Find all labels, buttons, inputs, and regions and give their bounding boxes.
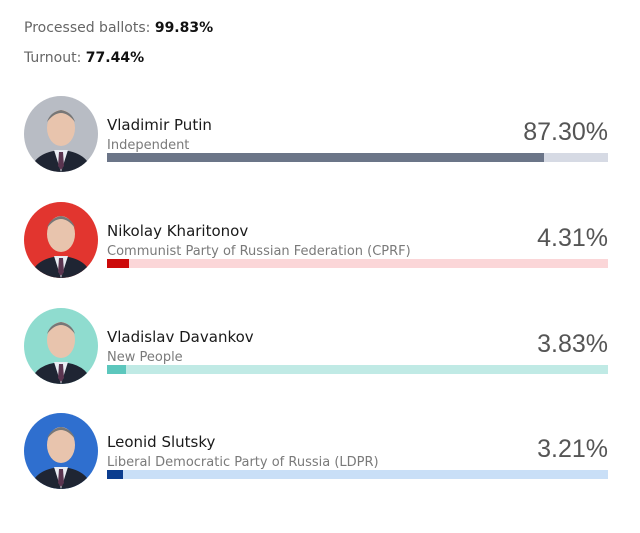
candidate-photo	[24, 202, 98, 278]
candidate-photo	[24, 308, 98, 384]
candidate-name: Vladislav Davankov	[107, 328, 254, 346]
result-bar-track	[107, 153, 608, 162]
person-icon	[30, 427, 92, 489]
person-icon	[30, 322, 92, 384]
candidate-name: Vladimir Putin	[107, 116, 212, 134]
candidate-party: Independent	[107, 138, 190, 153]
candidate-name: Nikolay Kharitonov	[107, 222, 249, 240]
result-bar-track	[107, 365, 608, 374]
result-bar-track	[107, 259, 608, 268]
result-bar-fill	[107, 153, 545, 162]
candidate-photo	[24, 96, 98, 172]
result-bar-track	[107, 470, 608, 479]
processed-ballots-stat: Processed ballots: 99.83%	[24, 20, 213, 36]
candidate-party: Liberal Democratic Party of Russia (LDPR…	[107, 455, 379, 470]
candidate-party: New People	[107, 350, 183, 365]
candidate-row: Leonid Slutsky Liberal Democratic Party …	[0, 413, 640, 533]
processed-ballots-label: Processed ballots:	[24, 20, 151, 36]
turnout-stat: Turnout: 77.44%	[24, 50, 144, 66]
candidate-percent: 4.31%	[537, 224, 608, 252]
candidate-photo	[24, 413, 98, 489]
candidate-percent: 3.21%	[537, 435, 608, 463]
person-icon	[30, 216, 92, 278]
processed-ballots-value: 99.83%	[154, 20, 214, 36]
candidate-row: Nikolay Kharitonov Communist Party of Ru…	[0, 202, 640, 322]
candidate-row: Vladislav Davankov New People 3.83%	[0, 308, 640, 428]
candidate-row: Vladimir Putin Independent 87.30%	[0, 96, 640, 216]
result-bar-fill	[107, 365, 127, 374]
result-bar-fill	[107, 259, 129, 268]
turnout-value: 77.44%	[85, 50, 145, 66]
result-bar-fill	[107, 470, 124, 479]
turnout-label: Turnout:	[24, 50, 82, 66]
candidate-party: Communist Party of Russian Federation (C…	[107, 244, 411, 259]
person-icon	[30, 110, 92, 172]
candidate-percent: 87.30%	[523, 118, 608, 146]
candidate-percent: 3.83%	[537, 330, 608, 358]
candidate-name: Leonid Slutsky	[107, 433, 216, 451]
